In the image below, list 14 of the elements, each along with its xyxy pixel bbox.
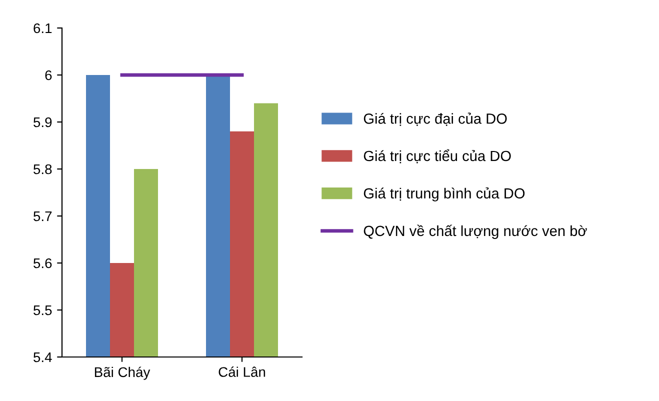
legend-label: QCVN về chất lượng nước ven bờ (364, 224, 587, 239)
y-tick-label: 6 (45, 70, 52, 80)
x-tick-label: Cái Lân (218, 366, 266, 377)
y-tick-label: 6.1 (34, 23, 52, 34)
y-tick-label: 5.5 (34, 305, 52, 316)
legend-label: Giá trị cực tiểu của DO (364, 149, 511, 164)
y-tick-label: 5.6 (34, 258, 52, 268)
legend-label: Giá trị cực đại của DO (364, 112, 507, 126)
x-tick-label: Bãi Cháy (94, 366, 150, 380)
y-tick-label: 5.4 (34, 352, 52, 362)
y-tick-label: 5.9 (34, 117, 52, 128)
legend-label: Giá trị trung bình của DO (364, 187, 525, 202)
y-tick-label: 5.7 (34, 211, 52, 222)
y-tick-label: 5.8 (34, 164, 52, 174)
